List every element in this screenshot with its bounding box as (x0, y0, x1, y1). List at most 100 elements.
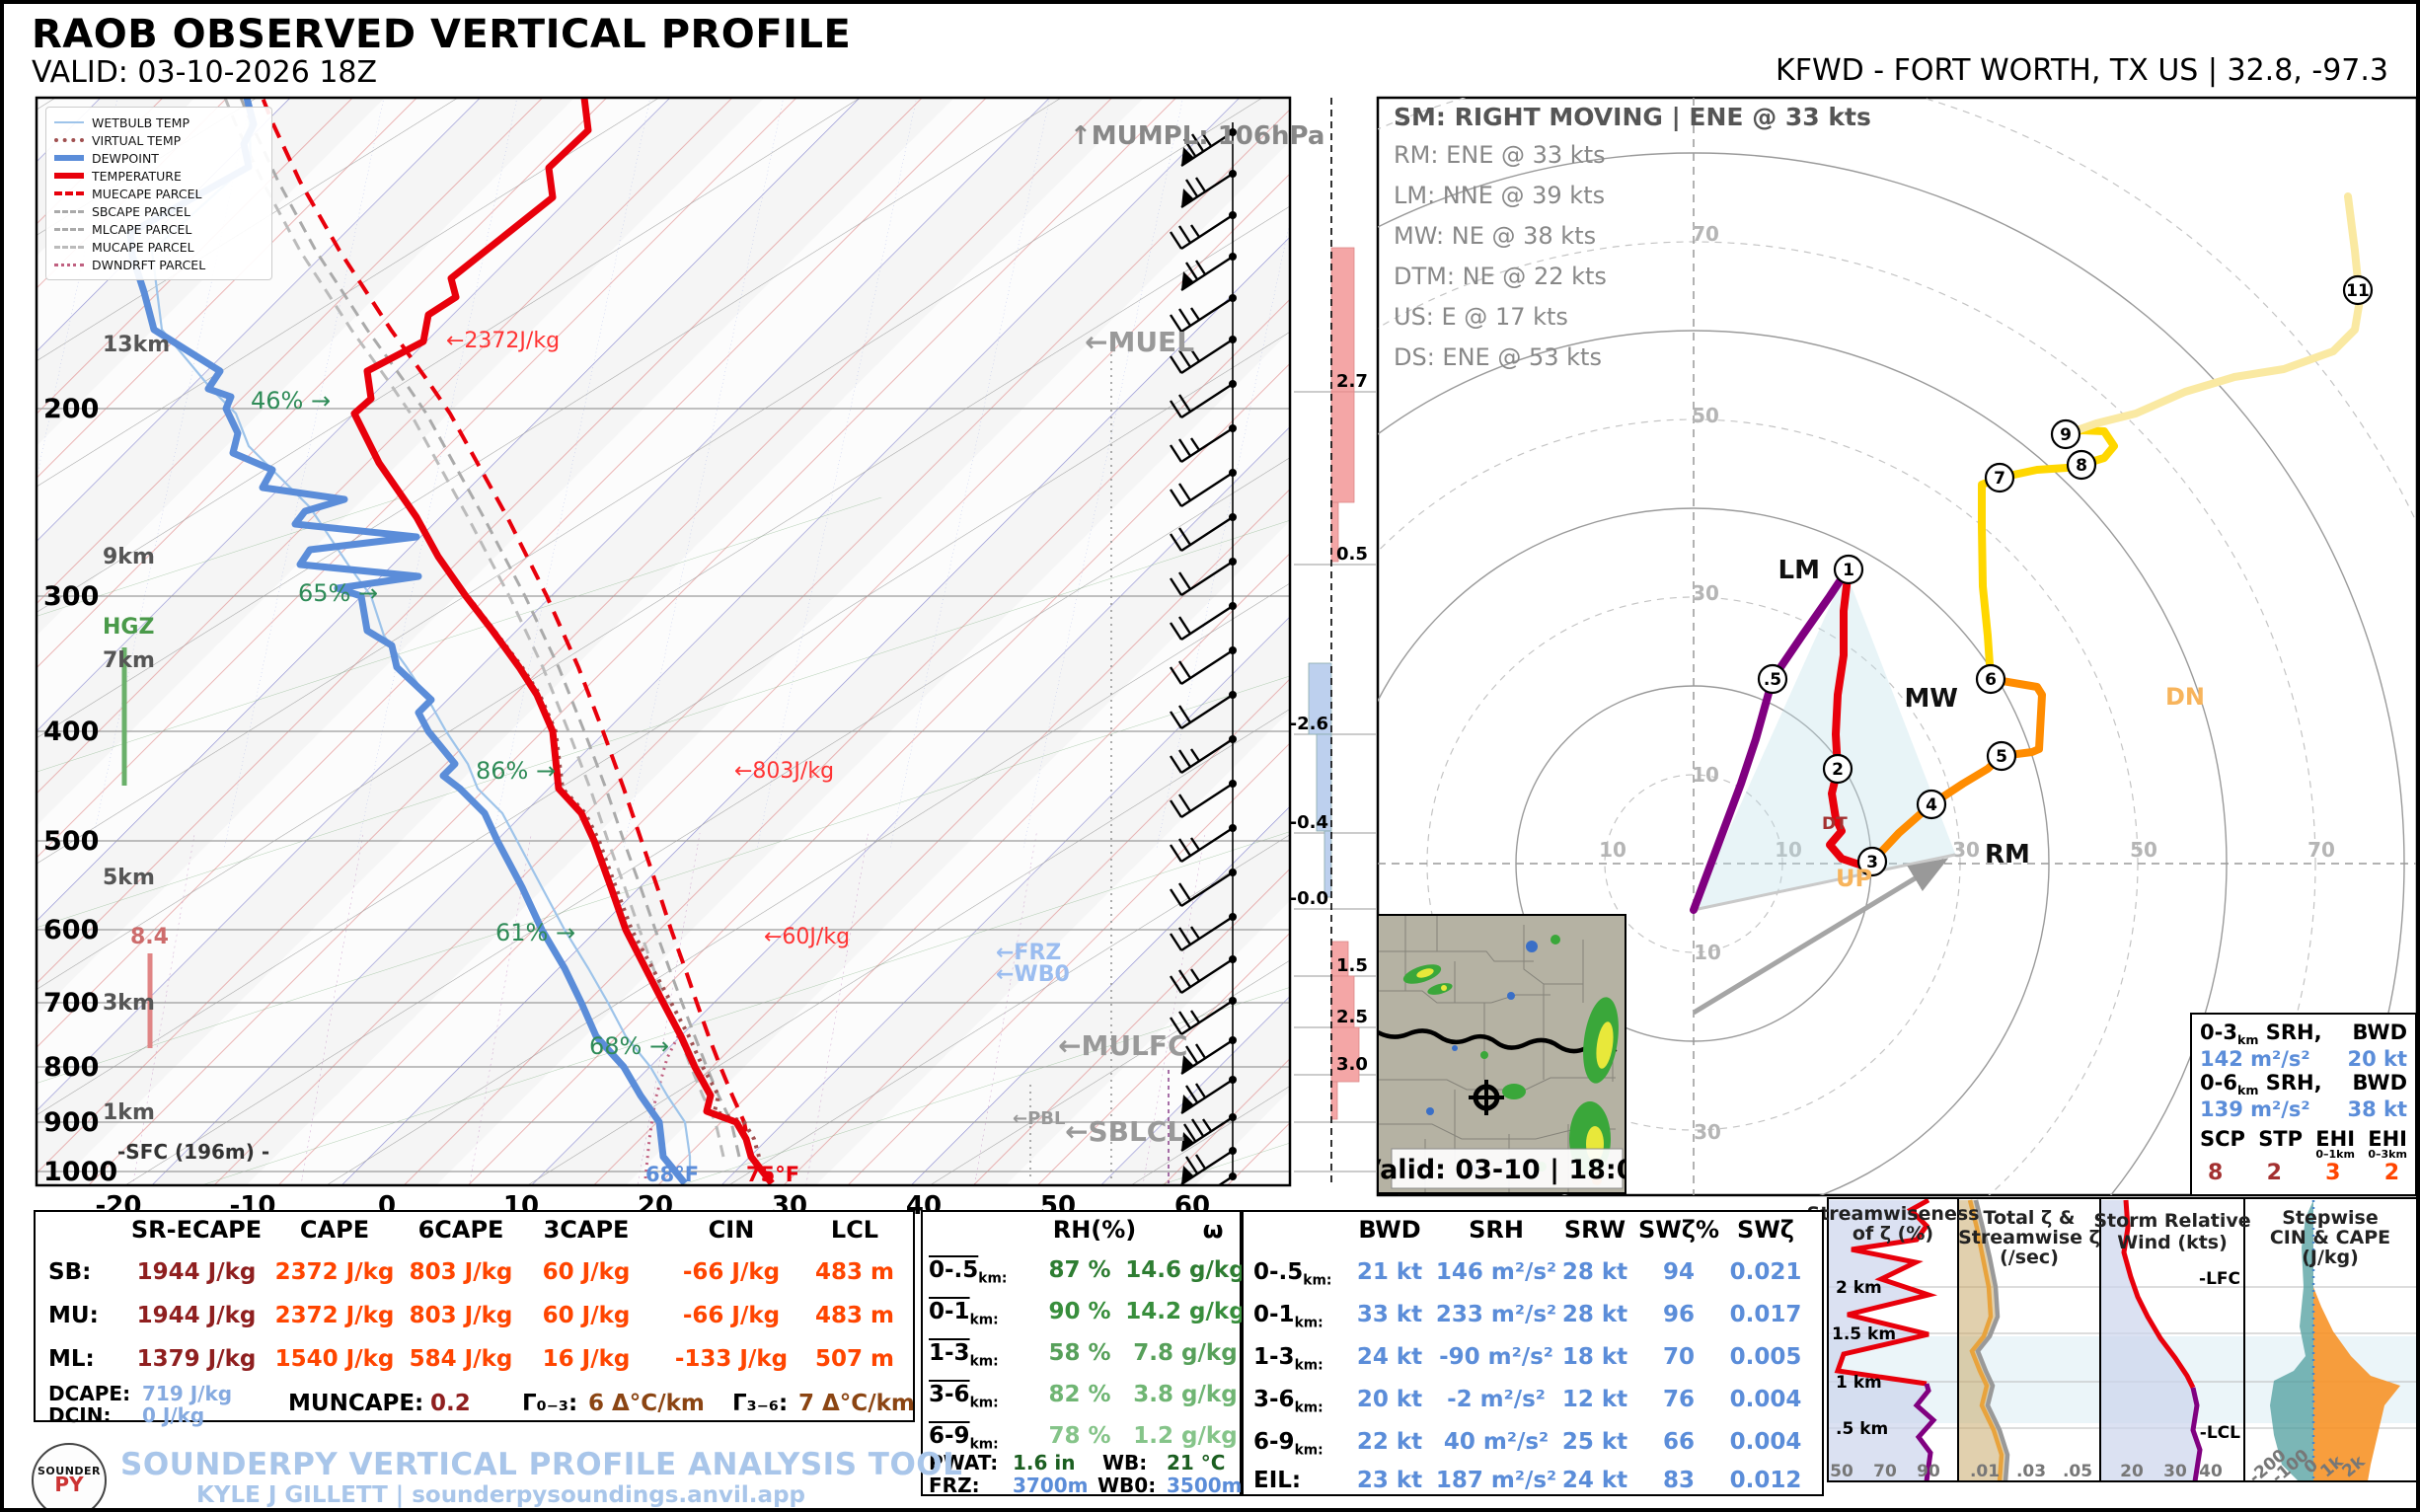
srw-value: 12 kt (1561, 1387, 1628, 1412)
row-label: MU: (48, 1303, 99, 1328)
srh-value: 187 m²/s² (1435, 1468, 1557, 1493)
dwndrft-parcel-trace (643, 1029, 683, 1179)
x-tick: .03 (2016, 1462, 2046, 1481)
panel2-title3: (/sec) (2000, 1247, 2059, 1268)
km-marker-label: 6 (1985, 670, 1997, 690)
mu-lcl: 483 m (815, 1303, 894, 1328)
srh-layer-label: 0-3km SRH, (2200, 1021, 2322, 1048)
km-marker-label: 8 (2076, 456, 2087, 476)
pwat-value: 1.6 in (1013, 1451, 1076, 1474)
x-tick: 50 (1830, 1462, 1853, 1481)
pressure-label: 400 (43, 717, 99, 747)
srh-value: 233 m²/s² (1435, 1302, 1557, 1327)
scp-value: 8 (2208, 1161, 2224, 1186)
frz-value: 3700m (1013, 1474, 1089, 1497)
bwd-header: BWD (2352, 1071, 2407, 1096)
pressure-gridlines (37, 408, 1290, 1172)
ring-label: 70 (2307, 838, 2335, 862)
srh-col-header: SRH (1469, 1216, 1524, 1244)
x-tick: 20 (2120, 1462, 2144, 1481)
motion-line-us: US: E @ 17 kts (1394, 303, 1568, 331)
mixing-ratio-value: 14.2 g/kg (1125, 1299, 1246, 1324)
panel1-height-labels: 2 km 1.5 km 1 km .5 km (1832, 1278, 1896, 1439)
legend-label: SBCAPE PARCEL (92, 203, 190, 219)
height-tick: 1 km (1836, 1373, 1882, 1393)
frz-label: ←FRZ (996, 941, 1061, 965)
rh-value: 90 % (1048, 1299, 1111, 1324)
panel4-title3: (J/kg) (2302, 1247, 2359, 1268)
sbcape-parcel-trace (239, 98, 741, 1158)
lapse-0-3-label: Γ₀₋₃: (522, 1391, 578, 1416)
dewpoint-trace (126, 98, 688, 1185)
rh-annotation: 68% → (589, 1032, 669, 1060)
stp-header: STP (2258, 1127, 2304, 1152)
ml-cin: -133 J/kg (674, 1346, 789, 1372)
ring-label: 10 (1599, 838, 1626, 862)
layer-label: 3-6km: (929, 1382, 999, 1411)
muecape-parcel-trace (261, 98, 753, 1158)
legend-item: MLCAPE PARCEL (54, 220, 264, 238)
page-title: RAOB OBSERVED VERTICAL PROFILE (32, 12, 852, 57)
location-crosshair-icon (1469, 1080, 1504, 1115)
x-tick: 40 (2199, 1462, 2223, 1481)
height-label: 9km (103, 545, 155, 569)
sb-cin: -66 J/kg (682, 1259, 781, 1285)
height-tick: 1.5 km (1832, 1324, 1896, 1344)
ring-label: 30 (1694, 1120, 1721, 1144)
surface-dewpoint-label: 68°F (645, 1163, 699, 1186)
bwd-col-header: BWD (1358, 1216, 1421, 1244)
hgz-label: HGZ (103, 615, 154, 640)
panel2-title2: Streamwise ζ (1958, 1227, 2100, 1248)
figure-canvas: 200 300 400 500 600 700 800 900 1000 13k… (35, 96, 2416, 1488)
panel4-title2: CIN & CAPE (2270, 1227, 2390, 1248)
lm-marker-label: LM (1778, 556, 1820, 585)
omega-value: 2.7 (1336, 371, 1368, 392)
omega-value: 1.5 (1336, 955, 1368, 976)
lcl-label: -LCL (2200, 1423, 2240, 1443)
frz-row-label: FRZ: (929, 1474, 980, 1497)
cape-label-mid: ←803J/kg (734, 759, 834, 784)
x-tick: 90 (1917, 1462, 1940, 1481)
ml-6cape: 584 J/kg (409, 1346, 513, 1372)
srw-plot (2100, 1199, 2203, 1482)
omega-strip: 2.7 0.5 -2.6 -0.4 -0.0 1.5 2.5 3.0 (1290, 98, 1376, 1185)
wb0-row-label: WB0: (1097, 1474, 1157, 1497)
pressure-axis-labels: 200 300 400 500 600 700 800 900 1000 (43, 394, 117, 1187)
pressure-label: 700 (43, 988, 99, 1019)
valid-time: VALID: 03-10-2026 18Z (32, 55, 378, 90)
mixing-ratio-value: 7.8 g/kg (1133, 1340, 1238, 1366)
sm-summary: SM: RIGHT MOVING | ENE @ 33 kts (1394, 103, 1871, 131)
swzeta-pct-value: 94 (1662, 1259, 1696, 1285)
rh-value: 82 % (1048, 1382, 1111, 1407)
srh-value: 146 m²/s² (1435, 1259, 1557, 1285)
mlcape-parcel-trace (223, 98, 725, 1158)
ring-label: 10 (1692, 763, 1719, 787)
layer-label: 1-3km: (929, 1340, 999, 1370)
bwd-value: 22 kt (1356, 1429, 1423, 1455)
mu-6cape: 803 J/kg (409, 1303, 513, 1328)
pressure-label: 900 (43, 1107, 99, 1138)
dewpoint-line-sample (54, 155, 84, 161)
srw-value: 25 kt (1561, 1429, 1628, 1455)
rm-marker-label: RM (1985, 840, 2030, 869)
legend-label: MUCAPE PARCEL (92, 239, 194, 255)
km-marker-label: 11 (2346, 281, 2370, 301)
rh-annotation: 61% → (495, 919, 575, 946)
mu-cape: 2372 J/kg (274, 1303, 395, 1328)
legend-label: WETBULB TEMP (92, 114, 189, 130)
height-label: 5km (103, 866, 155, 890)
motion-line-rm: RM: ENE @ 33 kts (1394, 141, 1606, 169)
muel-label: ←MUEL (1085, 326, 1194, 358)
bwd-value: 23 kt (1356, 1468, 1423, 1493)
bwd-0-3-value: 20 kt (2347, 1047, 2407, 1072)
legend-item: TEMPERATURE (54, 167, 264, 185)
swzeta-pct-value: 70 (1662, 1344, 1696, 1370)
dcin-label: DCIN: (48, 1403, 112, 1427)
rh-header: RH(%) (1052, 1216, 1137, 1244)
legend-item: SBCAPE PARCEL (54, 202, 264, 220)
omega-value: 3.0 (1336, 1054, 1368, 1075)
col-header: SR-ECAPE (130, 1216, 263, 1244)
sounderpy-logo: SOUNDER PY (32, 1443, 107, 1508)
height-label: 3km (103, 991, 155, 1016)
storm-motion-arrow (1692, 858, 1949, 1016)
